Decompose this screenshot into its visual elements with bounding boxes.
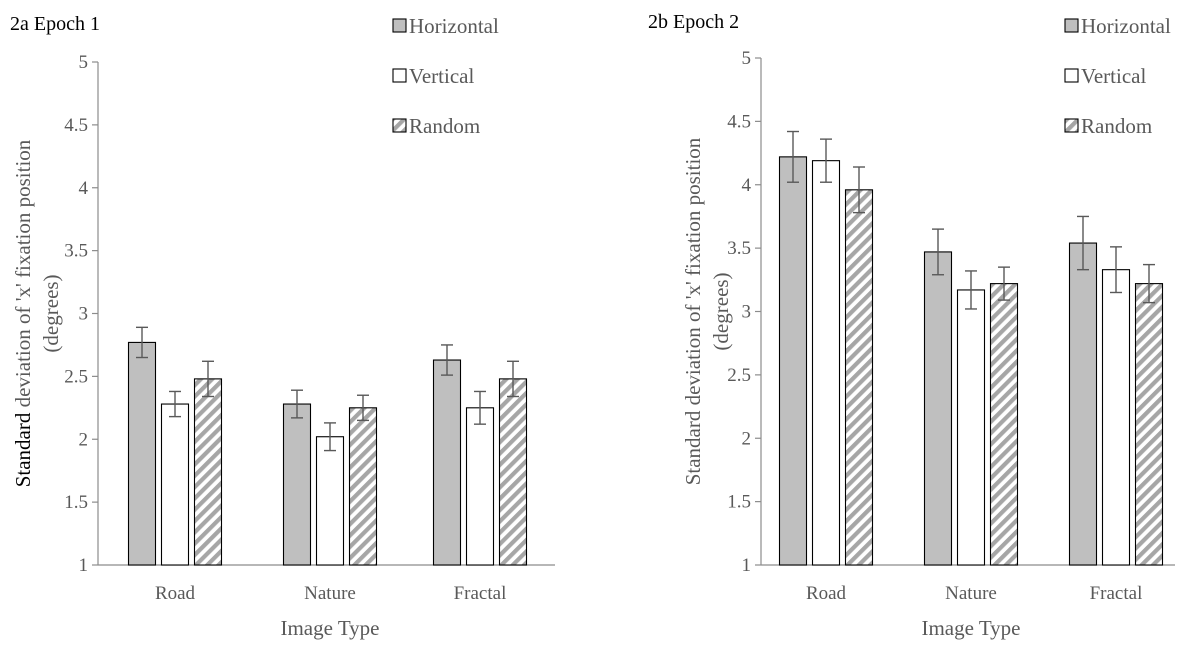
y-axis-title-line-1: Standard deviation of 'x' fixation posit… xyxy=(681,137,705,485)
y-tick-label: 2 xyxy=(742,428,752,449)
x-tick-label-road: Road xyxy=(806,583,847,604)
legend-label-vertical: Vertical xyxy=(409,64,474,88)
bar-random-road xyxy=(193,378,223,566)
legend-label-vertical: Vertical xyxy=(1081,64,1146,88)
x-tick-label-fractal: Fractal xyxy=(454,583,507,604)
x-tick-label-fractal: Fractal xyxy=(1090,583,1143,604)
legend-swatch-horizontal xyxy=(1064,18,1079,33)
chart-panel-epoch-1: 2a Epoch 1 1 1.5 2 2.5 3 3.5 4 4.5 5 Road Nature Fra… xyxy=(10,13,555,640)
bar-vertical-fractal xyxy=(1101,269,1131,566)
y-tick-label: 2.5 xyxy=(64,366,88,387)
chart-epoch-1: 2a Epoch 1 1 1.5 2 2.5 3 3.5 4 4.5 5 Road Nature Fra… xyxy=(10,13,555,640)
bar-horizontal-fractal xyxy=(432,359,462,566)
y-axis-title-main: deviation of 'x' fixation position xyxy=(11,139,35,412)
bar-vertical-road xyxy=(811,160,841,566)
legend-swatch-random xyxy=(1064,118,1079,133)
bar-vertical-nature xyxy=(315,436,345,566)
bar-random-fractal xyxy=(1134,283,1164,566)
legend-label-horizontal: Horizontal xyxy=(409,14,499,38)
y-tick-label: 3.5 xyxy=(64,241,88,262)
y-axis-title-main: Standard deviation of 'x' fixation posit… xyxy=(681,137,705,485)
legend-label-horizontal: Horizontal xyxy=(1081,14,1171,38)
chart-title: 2b Epoch 2 xyxy=(648,11,739,33)
x-axis-title: Image Type xyxy=(921,616,1020,640)
bar-horizontal-nature xyxy=(923,251,953,566)
legend-label-random: Random xyxy=(409,114,480,138)
y-axis-title-emphasis: Standard xyxy=(11,412,35,487)
y-tick-label: 2.5 xyxy=(727,365,751,386)
bar-horizontal-road xyxy=(778,156,808,566)
bar-horizontal-nature xyxy=(282,403,312,566)
y-tick-label: 1.5 xyxy=(727,492,751,513)
y-tick-label: 4.5 xyxy=(727,111,751,132)
y-axis-title-line-2: (degrees) xyxy=(39,274,63,352)
x-tick-label-nature: Nature xyxy=(304,583,356,604)
y-tick-label: 5 xyxy=(79,52,89,73)
y-tick-label: 4.5 xyxy=(64,115,88,136)
bar-random-fractal xyxy=(498,378,528,566)
x-tick-label-road: Road xyxy=(155,583,196,604)
bar-vertical-nature xyxy=(956,289,986,566)
bar-random-road xyxy=(844,189,874,566)
x-axis-title: Image Type xyxy=(280,616,379,640)
y-tick-label: 4 xyxy=(742,175,752,196)
y-tick-label: 2 xyxy=(79,429,89,450)
bar-vertical-fractal xyxy=(465,407,495,566)
y-tick-label: 1 xyxy=(742,555,752,576)
legend-label-random: Random xyxy=(1081,114,1152,138)
bar-random-nature xyxy=(989,283,1019,566)
bar-horizontal-road xyxy=(127,341,157,566)
chart-panel-epoch-2: 2b Epoch 2 1 1.5 2 2.5 3 3.5 4 4.5 5 Road Nature Fra… xyxy=(595,0,1190,651)
x-tick-label-nature: Nature xyxy=(945,583,997,604)
y-axis-title-line-2: (degrees) xyxy=(709,272,733,350)
legend-swatch-vertical xyxy=(1064,68,1079,83)
bar-horizontal-fractal xyxy=(1068,242,1098,566)
y-tick-label: 1 xyxy=(79,555,89,576)
chart-epoch-2: 2b Epoch 2 1 1.5 2 2.5 3 3.5 4 4.5 5 Road Nature Fra… xyxy=(648,11,1175,640)
y-tick-label: 4 xyxy=(79,178,89,199)
y-tick-label: 3.5 xyxy=(727,238,751,259)
y-axis-title-line-1: Standard deviation of 'x' fixation posit… xyxy=(11,139,35,487)
y-tick-label: 3 xyxy=(742,302,752,323)
y-tick-label: 3 xyxy=(79,304,89,325)
legend-swatch-random xyxy=(392,118,407,133)
legend-swatch-horizontal xyxy=(392,18,407,33)
y-tick-label: 1.5 xyxy=(64,492,88,513)
legend-swatch-vertical xyxy=(392,68,407,83)
bar-vertical-road xyxy=(160,403,190,566)
y-tick-label: 5 xyxy=(742,48,752,69)
chart-title: 2a Epoch 1 xyxy=(10,13,100,35)
bar-random-nature xyxy=(348,407,378,566)
